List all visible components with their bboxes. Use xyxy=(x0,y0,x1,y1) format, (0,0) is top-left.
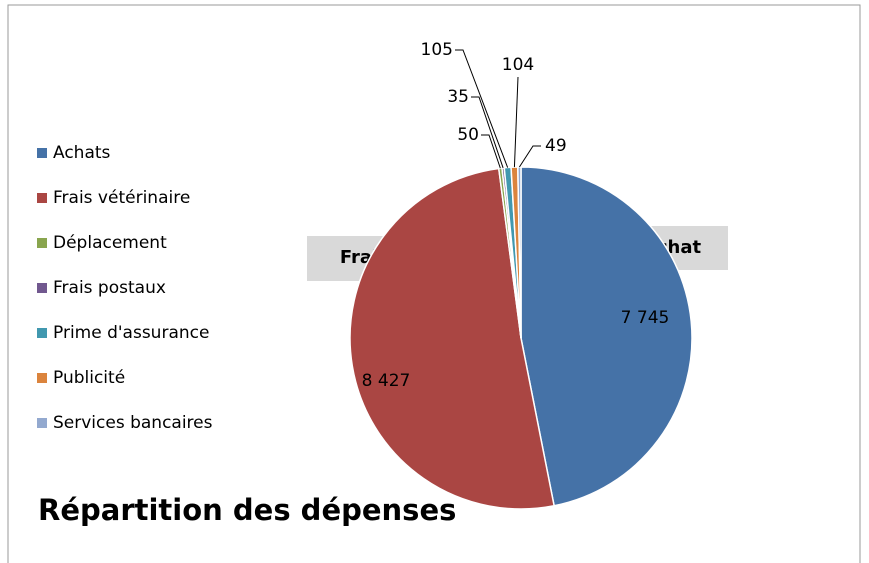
legend-label: Prime d'assurance xyxy=(53,323,209,343)
legend-swatch xyxy=(37,418,47,428)
legend-label: Frais vétérinaire xyxy=(53,188,190,208)
data-label: 8 427 xyxy=(362,371,411,391)
data-label: 104 xyxy=(502,55,534,75)
pie-slice xyxy=(517,166,522,339)
chart-title: Répartition des dépenses xyxy=(38,493,456,527)
legend-swatch xyxy=(37,193,47,203)
data-label: 49 xyxy=(545,136,567,156)
legend-label: Achats xyxy=(53,143,111,163)
leader-line xyxy=(513,76,519,168)
legend-swatch xyxy=(37,238,47,248)
leader-line xyxy=(455,49,509,168)
data-label: 105 xyxy=(421,40,453,60)
leader-line xyxy=(481,134,501,169)
leader-line xyxy=(471,96,504,169)
pie-slice xyxy=(520,166,693,507)
legend-label: Services bancaires xyxy=(53,413,213,433)
leader-line xyxy=(518,145,541,168)
data-label: 35 xyxy=(447,87,469,107)
legend-label: Déplacement xyxy=(53,233,167,253)
legend-label: Frais postaux xyxy=(53,278,166,298)
legend-swatch xyxy=(37,148,47,158)
legend-swatch xyxy=(37,328,47,338)
data-label: 50 xyxy=(457,125,479,145)
legend-swatch xyxy=(37,283,47,293)
data-label: 7 745 xyxy=(621,308,670,328)
legend-label: Publicité xyxy=(53,368,125,388)
pie-slice xyxy=(349,167,556,510)
legend-swatch xyxy=(37,373,47,383)
